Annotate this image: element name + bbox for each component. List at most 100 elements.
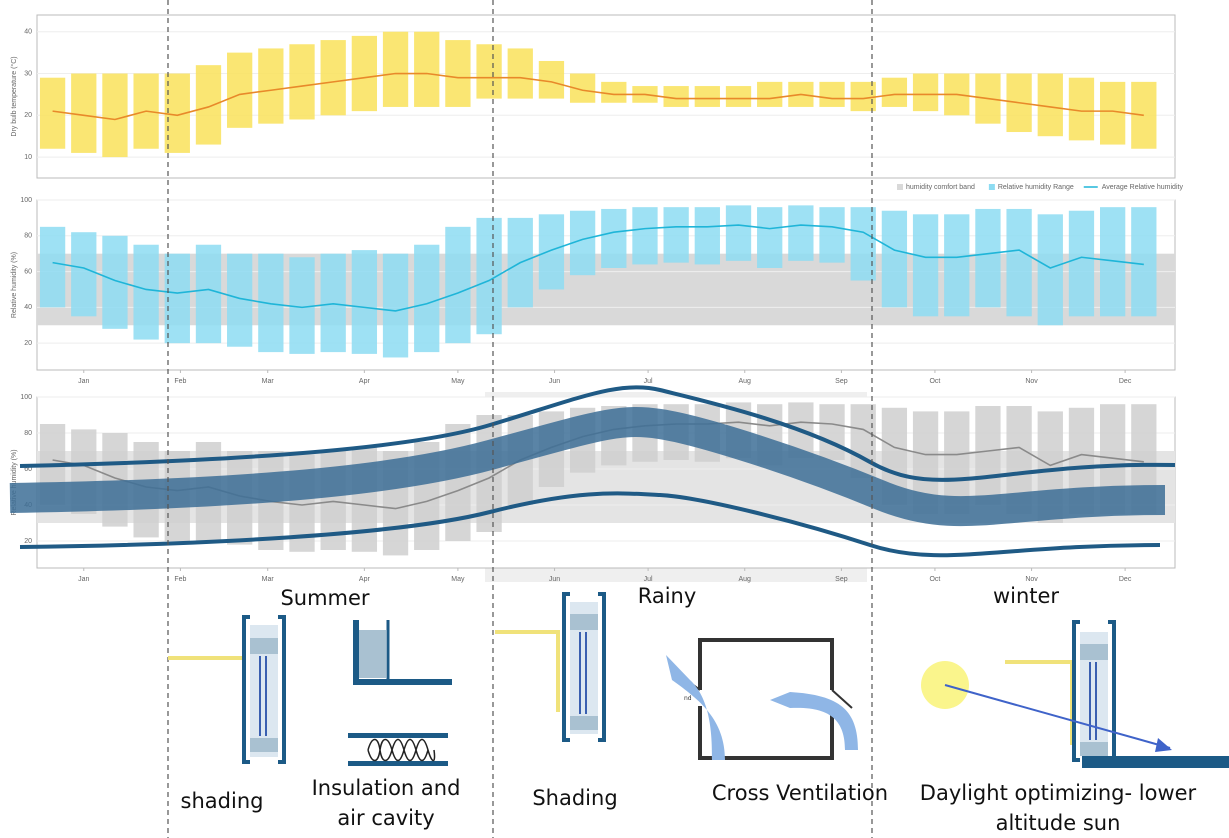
y-tick-label: 20 xyxy=(24,538,32,545)
daylight-diagram xyxy=(921,622,1229,768)
range-bar xyxy=(1100,82,1125,145)
range-bar xyxy=(819,207,844,262)
range-bar xyxy=(321,40,346,115)
legend-swatch xyxy=(897,184,903,190)
strategy-label: air cavity xyxy=(337,806,434,830)
x-tick-label: Oct xyxy=(929,576,940,583)
range-bar xyxy=(726,205,751,260)
legend-label: humidity comfort band xyxy=(906,184,975,191)
x-tick-label: Jun xyxy=(549,576,560,583)
x-tick-label: Jan xyxy=(78,378,89,385)
shading-diagram-2 xyxy=(495,594,604,740)
x-tick-label: Mar xyxy=(262,576,275,583)
range-bar xyxy=(40,78,65,149)
y-tick-label: 40 xyxy=(24,304,32,311)
range-bar xyxy=(227,53,252,128)
x-tick-label: Aug xyxy=(739,378,752,385)
range-bar xyxy=(664,86,689,107)
season-label: Rainy xyxy=(638,584,697,608)
x-tick-label: Jan xyxy=(78,576,89,583)
legend-label: Relative humidity Range xyxy=(998,184,1074,191)
y-tick-label: 80 xyxy=(24,430,32,437)
range-bar xyxy=(196,65,221,144)
x-tick-label: Sep xyxy=(835,576,848,583)
range-bar xyxy=(383,254,408,358)
strategy-label: Shading xyxy=(532,786,617,810)
strategy-label: Daylight optimizing- lower xyxy=(920,781,1197,805)
range-bar xyxy=(445,40,470,107)
range-bar xyxy=(913,74,938,112)
range-bar xyxy=(476,44,501,98)
range-bar xyxy=(133,245,158,340)
y-tick-label: 30 xyxy=(24,70,32,77)
y-tick-label: 20 xyxy=(24,112,32,119)
range-bar xyxy=(289,44,314,119)
x-tick-label: Aug xyxy=(739,576,752,583)
x-tick-label: Mar xyxy=(262,378,275,385)
y-axis-label: Relative humidity (%) xyxy=(11,252,18,318)
range-bar xyxy=(1131,207,1156,316)
x-tick-label: Sep xyxy=(835,378,848,385)
range-bar xyxy=(664,207,689,262)
strategy-label: shading xyxy=(181,789,264,813)
page: 10203040Dry bulb temperature (°C)2040608… xyxy=(0,0,1229,838)
range-bar xyxy=(258,48,283,123)
shading-diagram-1 xyxy=(168,617,284,762)
x-tick-label: Dec xyxy=(1119,576,1132,583)
season-label: winter xyxy=(993,584,1059,608)
y-tick-label: 60 xyxy=(24,268,32,275)
range-bar xyxy=(321,254,346,352)
season-label: Summer xyxy=(280,586,369,610)
range-bar xyxy=(508,48,533,98)
range-bar xyxy=(1131,82,1156,149)
range-bar xyxy=(975,209,1000,307)
range-bar xyxy=(757,207,782,268)
range-bar xyxy=(944,214,969,316)
range-bar xyxy=(539,214,564,289)
range-bar xyxy=(414,32,439,107)
range-bar xyxy=(71,232,96,316)
x-tick-label: Nov xyxy=(1025,576,1038,583)
diagram-note: nd xyxy=(684,695,692,702)
range-bar xyxy=(757,82,782,107)
y-tick-label: 40 xyxy=(24,29,32,36)
range-bar xyxy=(851,82,876,111)
x-tick-label: Feb xyxy=(174,576,186,583)
range-bar xyxy=(40,227,65,308)
range-bar xyxy=(788,205,813,260)
range-bar xyxy=(196,245,221,343)
x-tick-label: May xyxy=(451,576,465,583)
x-tick-label: Dec xyxy=(1119,378,1132,385)
legend-swatch xyxy=(989,184,995,190)
range-bar xyxy=(352,250,377,354)
range-bar xyxy=(726,86,751,107)
range-bar xyxy=(414,245,439,352)
y-tick-label: 100 xyxy=(20,197,32,204)
x-tick-label: Feb xyxy=(174,378,186,385)
range-bar xyxy=(1006,209,1031,316)
legend-label: Average Relative humidity xyxy=(1102,184,1184,191)
x-tick-label: Jun xyxy=(549,378,560,385)
x-tick-label: Oct xyxy=(929,378,940,385)
strategy-label: Insulation and xyxy=(312,776,461,800)
x-tick-label: Jul xyxy=(644,576,653,583)
y-tick-label: 20 xyxy=(24,340,32,347)
range-bar xyxy=(1069,78,1094,141)
range-bar xyxy=(819,404,844,460)
range-bar xyxy=(1038,214,1063,325)
x-tick-label: May xyxy=(451,378,465,385)
range-bar xyxy=(913,214,938,316)
range-bar xyxy=(539,61,564,99)
range-bar xyxy=(601,209,626,268)
ventilation-diagram: nd xyxy=(666,640,858,760)
range-bar xyxy=(632,207,657,264)
y-tick-label: 100 xyxy=(20,394,32,401)
x-tick-label: Nov xyxy=(1025,378,1038,385)
y-tick-label: 80 xyxy=(24,233,32,240)
range-bar xyxy=(1038,74,1063,137)
range-bar xyxy=(695,207,720,264)
y-axis-label: Dry bulb temperature (°C) xyxy=(10,56,18,136)
range-bar xyxy=(383,32,408,107)
range-bar xyxy=(445,227,470,343)
